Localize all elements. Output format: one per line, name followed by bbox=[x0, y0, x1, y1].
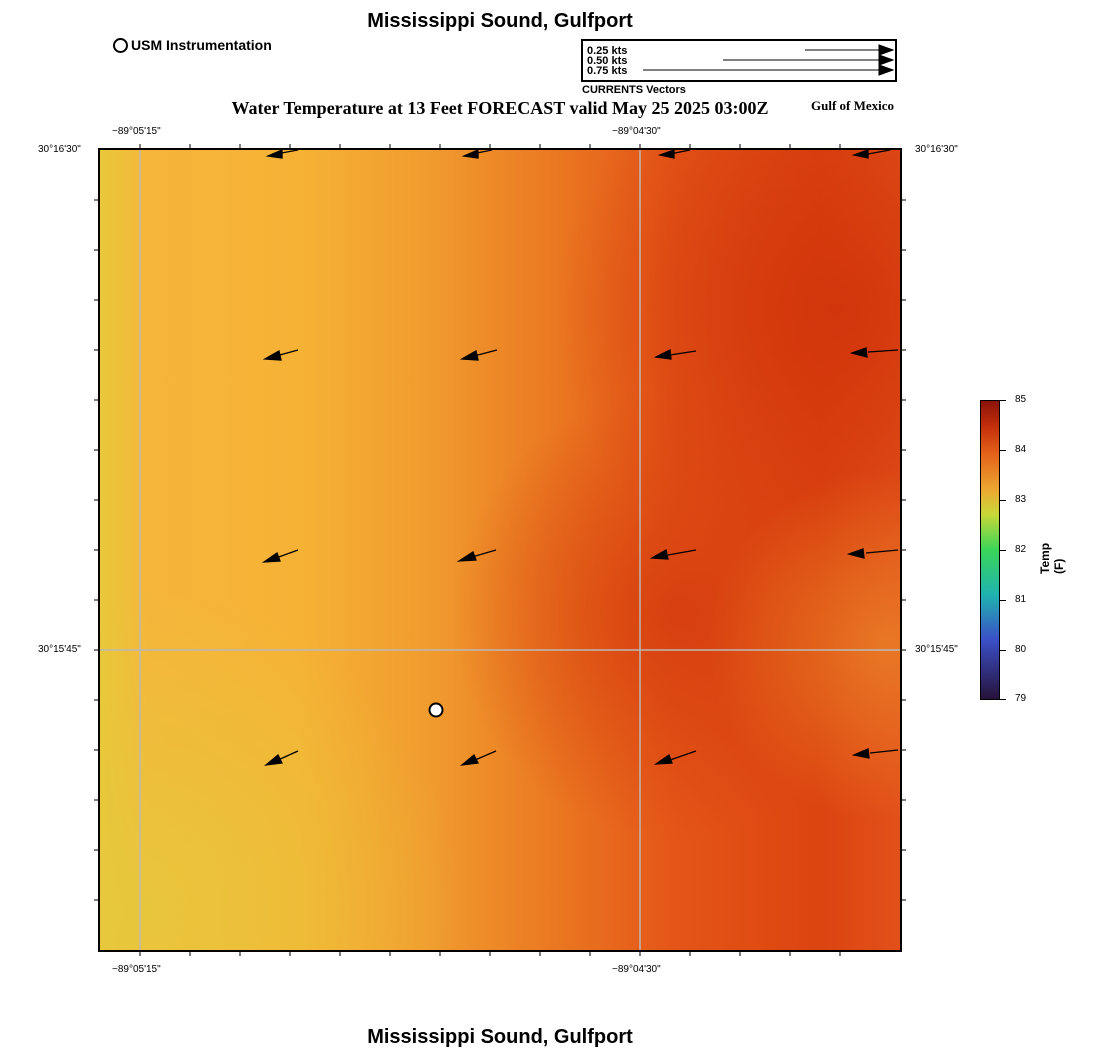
lat-label-right: 30°16'30" bbox=[915, 144, 958, 155]
colorbar-tick-label: 84 bbox=[1015, 444, 1027, 455]
top-title: Mississippi Sound, Gulfport bbox=[367, 10, 633, 32]
instrument-station-marker[interactable] bbox=[428, 702, 444, 718]
colorbar-title: Temp (F) bbox=[1038, 542, 1066, 574]
lat-label-right: 30°15'45" bbox=[915, 644, 958, 655]
lat-label-left: 30°16'30" bbox=[38, 144, 81, 155]
colorbar-tick-label: 85 bbox=[1015, 394, 1027, 405]
lon-label-bottom: −89°04'30" bbox=[612, 964, 661, 975]
graticule bbox=[100, 150, 900, 950]
vector-caption: CURRENTS Vectors bbox=[582, 84, 686, 96]
vector-scale-label: 0.75 kts bbox=[587, 65, 628, 77]
frame-ticks bbox=[94, 144, 906, 956]
temperature-field bbox=[100, 150, 900, 950]
colorbar-tick-label: 81 bbox=[1015, 594, 1027, 605]
colorbar-tick-label: 82 bbox=[1015, 544, 1027, 555]
colorbar-tick-label: 79 bbox=[1015, 693, 1027, 704]
vector-scale-legend: 0.25 kts 0.50 kts 0.75 kts bbox=[581, 39, 897, 82]
current-vectors bbox=[261, 150, 899, 766]
vector-scale-label: 0.50 kts bbox=[587, 55, 628, 67]
map-title: Water Temperature at 13 Feet FORECAST va… bbox=[231, 98, 769, 118]
colorbar-tick-label: 80 bbox=[1015, 644, 1027, 655]
bottom-title: Mississippi Sound, Gulfport bbox=[367, 1026, 633, 1048]
lon-label-top: −89°04'30" bbox=[612, 126, 661, 137]
lat-label-left: 30°15'45" bbox=[38, 644, 81, 655]
station-circle-icon bbox=[113, 37, 128, 53]
lon-label-bottom: −89°05'15" bbox=[112, 964, 161, 975]
temperature-colorbar bbox=[980, 400, 1000, 700]
colorbar-tick-label: 83 bbox=[1015, 494, 1027, 505]
instrument-legend-label: USM Instrumentation bbox=[131, 37, 272, 53]
temperature-map[interactable] bbox=[98, 148, 902, 952]
lon-label-top: −89°05'15" bbox=[112, 126, 161, 137]
instrument-legend: USM Instrumentation bbox=[113, 37, 272, 53]
region-label: Gulf of Mexico bbox=[811, 98, 895, 113]
vector-scale-label: 0.25 kts bbox=[587, 45, 628, 57]
vector-scale-arrows bbox=[643, 44, 895, 76]
